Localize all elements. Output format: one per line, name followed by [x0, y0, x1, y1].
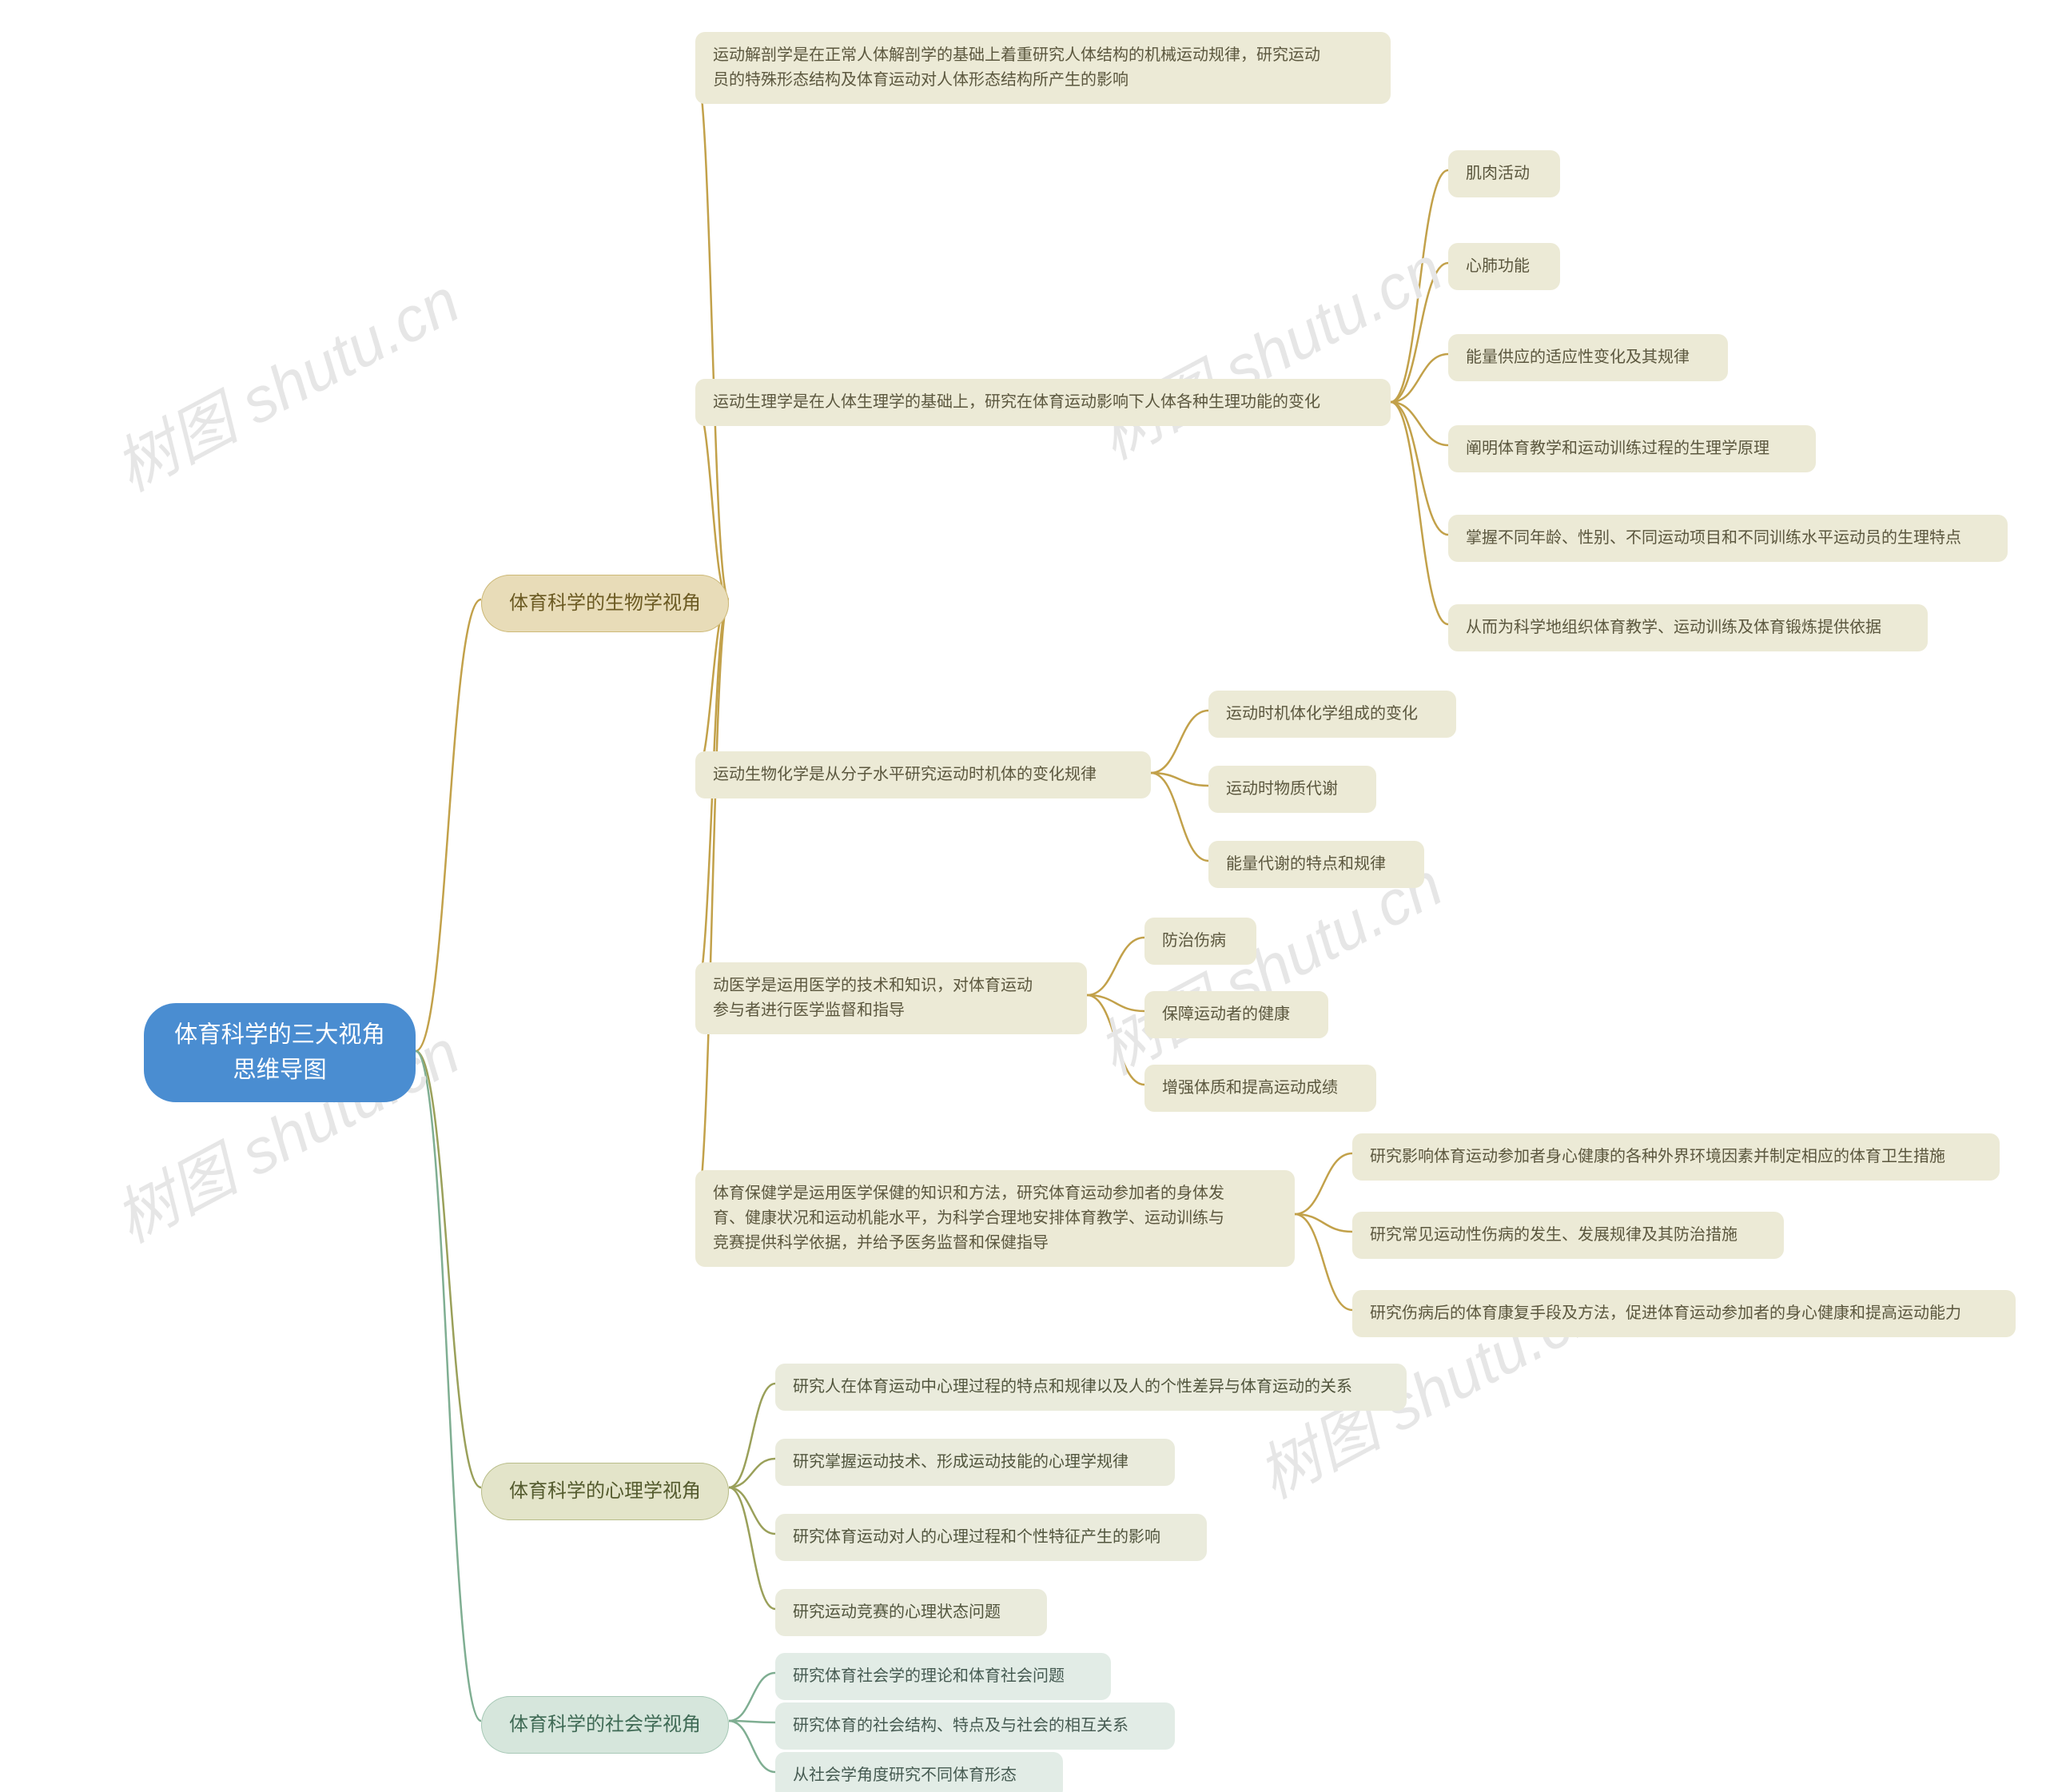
node-b2-0: 研究体育社会学的理论和体育社会问题	[775, 1653, 1111, 1700]
node-b0-1-3: 阐明体育教学和运动训练过程的生理学原理	[1448, 425, 1816, 472]
node-b0-4-2: 研究伤病后的体育康复手段及方法，促进体育运动参加者的身心健康和提高运动能力	[1352, 1290, 2016, 1337]
node-b0-3-1: 保障运动者的健康	[1144, 991, 1328, 1038]
node-b0-3-0: 防治伤病	[1144, 918, 1256, 965]
node-b1-3: 研究运动竞赛的心理状态问题	[775, 1589, 1047, 1636]
root-node: 体育科学的三大视角 思维导图	[144, 1003, 416, 1102]
node-b0-2-1: 运动时物质代谢	[1208, 766, 1376, 813]
node-b0-2-2: 能量代谢的特点和规律	[1208, 841, 1424, 888]
node-b0-1-5: 从而为科学地组织体育教学、运动训练及体育锻炼提供依据	[1448, 604, 1928, 651]
branch-b1: 体育科学的心理学视角	[481, 1463, 729, 1520]
node-b0-1-1: 心肺功能	[1448, 243, 1560, 290]
node-b0-1-4: 掌握不同年龄、性别、不同运动项目和不同训练水平运动员的生理特点	[1448, 515, 2008, 562]
node-b1-0: 研究人在体育运动中心理过程的特点和规律以及人的个性差异与体育运动的关系	[775, 1364, 1407, 1411]
node-b0-1: 运动生理学是在人体生理学的基础上，研究在体育运动影响下人体各种生理功能的变化	[695, 379, 1391, 426]
mindmap-stage: 树图 shutu.cn树图 shutu.cn树图 shutu.cn树图 shut…	[0, 0, 2046, 1792]
node-b0-3: 动医学是运用医学的技术和知识，对体育运动 参与者进行医学监督和指导	[695, 962, 1087, 1034]
node-b0-3-2: 增强体质和提高运动成绩	[1144, 1065, 1376, 1112]
watermark: 树图 shutu.cn	[1080, 221, 1455, 477]
node-b0-4-1: 研究常见运动性伤病的发生、发展规律及其防治措施	[1352, 1212, 1784, 1259]
branch-b0: 体育科学的生物学视角	[481, 575, 729, 632]
node-b1-1: 研究掌握运动技术、形成运动技能的心理学规律	[775, 1439, 1175, 1486]
node-b0-2-0: 运动时机体化学组成的变化	[1208, 691, 1456, 738]
node-b2-1: 研究体育的社会结构、特点及与社会的相互关系	[775, 1702, 1175, 1750]
node-b0-0: 运动解剖学是在正常人体解剖学的基础上着重研究人体结构的机械运动规律，研究运动 员…	[695, 32, 1391, 104]
node-b0-1-0: 肌肉活动	[1448, 150, 1560, 197]
node-b0-2: 运动生物化学是从分子水平研究运动时机体的变化规律	[695, 751, 1151, 798]
node-b0-4: 体育保健学是运用医学保健的知识和方法，研究体育运动参加者的身体发 育、健康状况和…	[695, 1170, 1295, 1267]
node-b0-4-0: 研究影响体育运动参加者身心健康的各种外界环境因素并制定相应的体育卫生措施	[1352, 1133, 2000, 1181]
branch-b2: 体育科学的社会学视角	[481, 1696, 729, 1754]
node-b1-2: 研究体育运动对人的心理过程和个性特征产生的影响	[775, 1514, 1207, 1561]
node-b0-1-2: 能量供应的适应性变化及其规律	[1448, 334, 1728, 381]
node-b2-2: 从社会学角度研究不同体育形态	[775, 1752, 1063, 1792]
watermark: 树图 shutu.cn	[97, 253, 472, 509]
